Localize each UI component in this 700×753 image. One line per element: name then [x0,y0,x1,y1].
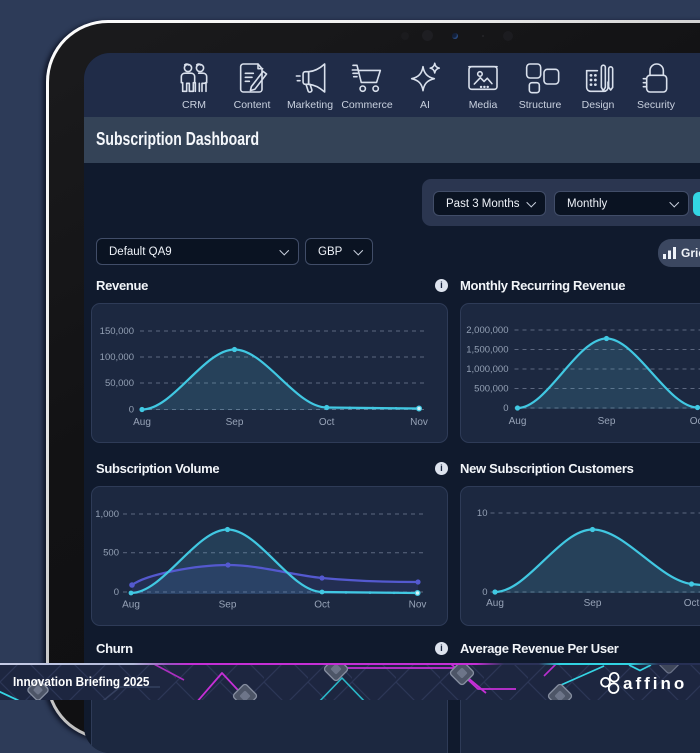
svg-text:Sep: Sep [598,416,616,427]
svg-text:500: 500 [103,548,119,559]
svg-text:Oct: Oct [314,600,330,611]
svg-text:0: 0 [482,587,487,598]
svg-text:0: 0 [114,587,119,598]
svg-text:Nov: Nov [409,600,427,611]
svg-text:0: 0 [503,403,508,414]
svg-text:10: 10 [477,508,488,519]
svg-text:Aug: Aug [133,417,151,428]
svg-text:100,000: 100,000 [100,352,134,363]
svg-text:Sep: Sep [226,417,244,428]
svg-text:affino: affino [623,674,687,693]
svg-text:Aug: Aug [509,416,527,427]
svg-text:Aug: Aug [122,600,140,611]
svg-text:500,000: 500,000 [474,384,508,395]
svg-text:Sep: Sep [219,600,237,611]
svg-text:150,000: 150,000 [100,326,134,337]
svg-text:Sep: Sep [584,598,602,609]
svg-text:Oct: Oct [684,598,700,609]
svg-text:Oct: Oct [319,417,335,428]
svg-text:Oct: Oct [690,416,700,427]
svg-text:50,000: 50,000 [105,378,134,389]
svg-text:Aug: Aug [486,598,504,609]
svg-text:1,000,000: 1,000,000 [466,364,508,375]
svg-text:1,500,000: 1,500,000 [466,345,508,356]
svg-text:1,000: 1,000 [95,509,119,520]
svg-text:0: 0 [129,405,134,416]
svg-text:Nov: Nov [410,417,428,428]
svg-text:2,000,000: 2,000,000 [466,325,508,336]
